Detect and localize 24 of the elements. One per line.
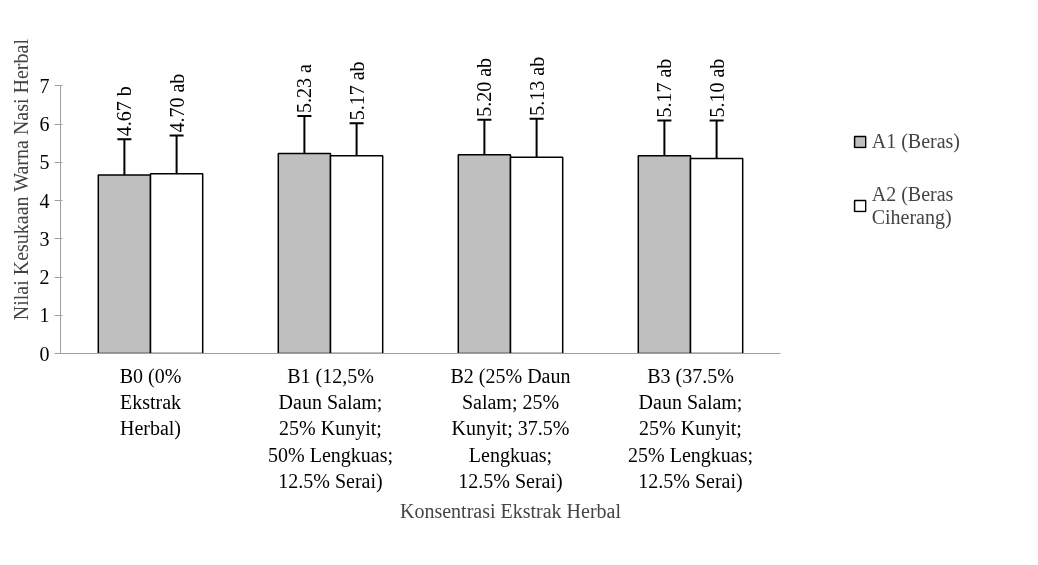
- data-label: 5.20 ab: [473, 57, 496, 117]
- y-tick-label: 2: [39, 266, 50, 289]
- x-tick-label: B2 (25% Daun Salam; 25% Kunyit; 37.5% Lengkuas; 12.5% Serai): [450, 364, 571, 494]
- legend-label: A2 (Beras Ciherang): [871, 182, 954, 229]
- x-tick-label: B3 (37.5% Daun Salam; 25% Kunyit; 25% Lengkuas; 12.5% Serai): [628, 364, 753, 494]
- y-tick-label: 6: [39, 113, 50, 136]
- data-label: 4.70 ab: [165, 73, 188, 133]
- y-tick-label: 7: [39, 74, 50, 97]
- x-tick-label: B1 (12,5% Daun Salam; 25% Kunyit; 50% Lengkuas; 12.5% Serai): [268, 364, 393, 494]
- data-label: 5.13 ab: [525, 56, 548, 116]
- y-tick-label: 1: [39, 304, 50, 327]
- y-tick-label: 3: [39, 227, 50, 250]
- data-label: 5.17 ab: [345, 61, 368, 121]
- y-tick-label: 0: [39, 342, 50, 365]
- x-axis-title: Konsentrasi Ekstrak Herbal: [399, 500, 622, 523]
- y-tick-label: 4: [39, 189, 50, 212]
- data-label: 5.23 a: [293, 64, 316, 114]
- data-label: 5.17 ab: [653, 58, 676, 118]
- data-label: 5.10 ab: [705, 58, 728, 118]
- data-label: 4.67 b: [113, 86, 136, 137]
- legend-label: A1 (Beras): [871, 129, 960, 153]
- y-axis-title: Nilai Kesukaan Warna Nasi Herbal: [9, 38, 32, 321]
- y-tick-label: 5: [39, 151, 50, 174]
- x-tick-label: B0 (0% Ekstrak Herbal): [119, 364, 182, 441]
